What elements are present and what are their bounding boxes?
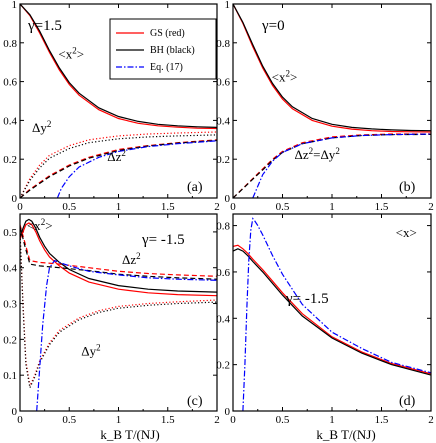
x-tick-label: 1 <box>116 414 122 426</box>
series-line <box>233 248 431 376</box>
y-tick-label: 0.2 <box>3 154 17 166</box>
series-line <box>36 259 217 411</box>
plot-frame <box>232 213 432 412</box>
legend-label-gs: GS (red) <box>150 28 185 39</box>
y-tick-label: 0 <box>12 193 18 205</box>
x-tick-label: 0 <box>230 414 236 426</box>
series-line <box>233 4 431 133</box>
series-line <box>20 231 217 390</box>
y-tick-label: 1 <box>12 0 18 11</box>
x-tick-label: 2 <box>428 201 434 213</box>
y-tick-label: 0.4 <box>216 313 230 325</box>
x-tick-label: 1 <box>329 414 335 426</box>
gamma-label: γ=1.5 <box>27 18 62 34</box>
x-tick-label: 1.5 <box>161 414 175 426</box>
x-tick-label: 0 <box>17 201 23 213</box>
x-tick-label: 0.5 <box>276 414 290 426</box>
curve-annotation: <x2​> <box>27 217 53 233</box>
curve-annotation: <x2​> <box>272 69 298 85</box>
series-line <box>233 133 431 198</box>
curve-annotation: Δz2​ <box>122 251 141 267</box>
series-line <box>20 218 217 293</box>
series-line <box>20 4 217 130</box>
y-tick-label: 0 <box>225 193 231 205</box>
y-tick-label: 0.8 <box>216 38 230 50</box>
series-group <box>20 218 217 411</box>
curve-annotation: Δz2​=Δy2​ <box>294 146 339 162</box>
y-tick-label: 0.6 <box>216 77 230 89</box>
panel-label: (a) <box>187 180 203 195</box>
y-tick-label: 0.3 <box>3 299 17 311</box>
series-line <box>20 231 217 388</box>
panel-d: 0 0.5 1 1.5 200.20.40.60.8γ= -1.5(d)<x> <box>216 213 434 426</box>
y-tick-label: 0.6 <box>3 77 17 89</box>
panel-a: 0 0.5 1 1.5 2 0 0.2 0.4 0.6 0.8 1 γ=1.5 (a) <x2​> Δy2​… <box>3 0 220 213</box>
y-tick-label: 0.6 <box>216 267 230 279</box>
x-tick-label: 0.5 <box>62 201 76 213</box>
series-group <box>233 4 431 198</box>
y-tick-label: 0.1 <box>3 370 17 382</box>
series-line <box>20 139 217 198</box>
legend-label-eq17: Eq. (17) <box>150 62 183 73</box>
series-line <box>56 140 217 198</box>
x-axis-label-right: k_B T/(NJ) <box>316 427 375 442</box>
x-tick-label: 1.5 <box>161 201 175 213</box>
curve-annotation: Δz2​ <box>107 148 126 164</box>
x-tick-label: 2 <box>428 414 434 426</box>
plot-frame <box>19 213 218 412</box>
y-tick-label: 0.2 <box>216 154 230 166</box>
y-tick-label: 0.4 <box>216 115 230 127</box>
plot-frame <box>232 3 432 199</box>
legend: GS (red) BH (black) Eq. (17) <box>109 18 217 80</box>
x-tick-label: 0 <box>230 201 236 213</box>
series-group <box>233 217 431 411</box>
x-tick-label: 2 <box>214 201 220 213</box>
x-tick-label: 2 <box>214 414 220 426</box>
panel-label: (d) <box>399 394 416 409</box>
x-tick-label: 1 <box>116 201 122 213</box>
y-tick-label: 0 <box>12 406 18 418</box>
panel-label: (c) <box>187 394 203 409</box>
legend-box <box>109 18 217 80</box>
legend-label-bh: BH (black) <box>150 45 195 56</box>
y-tick-label: 0.4 <box>3 263 17 275</box>
y-tick-label: 0.2 <box>3 334 17 346</box>
panel-c: 0 0.5 1 1.5 2 0 0.1 0.2 0.3 0.4 0.5 γ= -1.5 (c) <x2​>… <box>3 213 220 426</box>
panel-label: (b) <box>399 180 416 195</box>
series-line <box>20 222 217 297</box>
series-line <box>20 4 217 128</box>
x-axis-label-left: k_B T/(NJ) <box>100 427 159 442</box>
curve-annotation: Δy2​ <box>81 342 100 358</box>
y-tick-label: 0 <box>225 406 231 418</box>
y-tick-label: 1 <box>225 0 231 11</box>
y-tick-label: 0.2 <box>216 360 230 372</box>
y-tick-label: 0.5 <box>3 227 17 239</box>
series-line <box>20 224 217 277</box>
panel-b: 00.511.5200.20.40.60.81γ=0(b)<x2​>Δz2​=Δ… <box>216 0 434 213</box>
y-tick-label: 0.8 <box>3 38 17 50</box>
x-tick-label: 1.5 <box>375 201 389 213</box>
series-line <box>20 134 217 198</box>
series-group <box>20 4 217 198</box>
series-line <box>233 244 431 375</box>
y-tick-label: 0.8 <box>216 221 230 233</box>
x-tick-label: 0.5 <box>62 414 76 426</box>
series-line <box>20 226 217 280</box>
x-tick-label: 0.5 <box>276 201 290 213</box>
series-line <box>242 217 431 411</box>
gamma-label: γ=0 <box>261 18 285 34</box>
curve-annotation: Δy2​ <box>32 119 51 135</box>
gamma-label: γ= -1.5 <box>285 291 329 307</box>
x-tick-label: 1 <box>329 201 335 213</box>
panels-group: 00.511.5200.20.40.60.81γ=1.5(a)<x2​>Δy2​… <box>3 0 434 426</box>
gamma-label: γ= -1.5 <box>141 232 185 248</box>
series-line <box>233 4 431 132</box>
curve-annotation: <x2​> <box>58 45 84 61</box>
curve-annotation: <x> <box>396 225 417 240</box>
y-tick-label: 0.4 <box>3 115 17 127</box>
x-tick-label: 0 <box>17 414 23 426</box>
plot-frame <box>19 3 218 199</box>
x-tick-label: 1.5 <box>375 414 389 426</box>
